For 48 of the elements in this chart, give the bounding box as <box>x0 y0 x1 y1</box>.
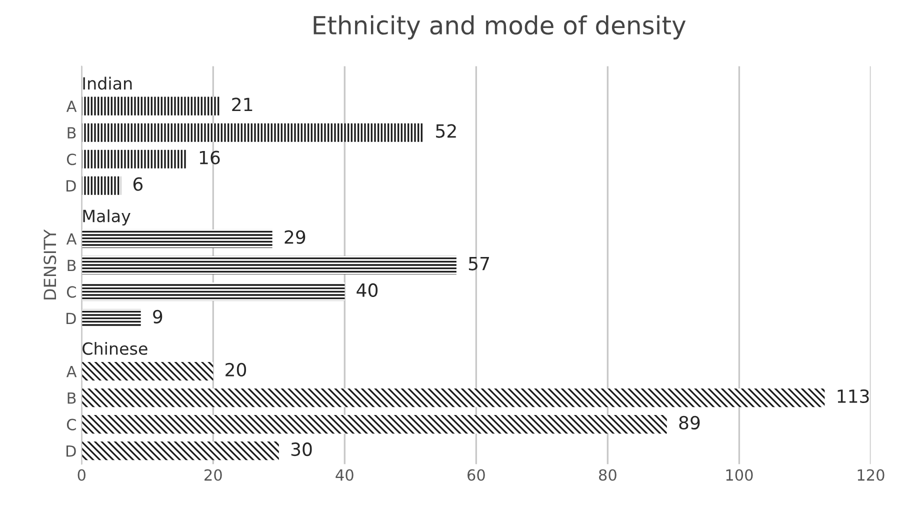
x-tick-label: 0 <box>78 469 86 481</box>
data-label: 89 <box>679 416 700 430</box>
x-tick-label: 40 <box>336 469 354 481</box>
x-tick-label: 20 <box>204 469 222 481</box>
data-label: 6 <box>133 177 143 191</box>
data-label: 30 <box>291 442 312 456</box>
series-label: Indian <box>83 76 132 90</box>
data-label: 52 <box>436 124 456 138</box>
data-label: 16 <box>200 150 220 164</box>
x-tick-label: 120 <box>858 469 884 481</box>
series-label: Malay <box>83 209 130 226</box>
y-tick-label: A <box>66 233 77 244</box>
bar <box>82 150 187 168</box>
bar <box>82 229 272 248</box>
bar <box>82 442 279 460</box>
data-label: 40 <box>356 283 378 297</box>
x-tick-label: 80 <box>599 469 616 481</box>
data-label: 21 <box>232 98 252 112</box>
y-tick-label: D <box>66 180 76 192</box>
y-tick-label: A <box>66 366 77 378</box>
y-tick-label: B <box>68 127 76 138</box>
y-tick-label: A <box>66 100 77 112</box>
bar <box>82 308 141 328</box>
bar <box>82 282 345 301</box>
chart-title: Ethnicity and mode of density <box>314 15 686 40</box>
bar <box>82 176 122 195</box>
data-label: 57 <box>468 257 489 270</box>
y-tick-label: D <box>66 312 76 324</box>
x-tick-label: 60 <box>468 469 485 481</box>
data-label: 20 <box>226 362 246 377</box>
data-label: 113 <box>838 389 869 404</box>
bar <box>82 96 220 116</box>
bar <box>82 123 424 142</box>
series-label: Chinese <box>82 342 148 355</box>
bar <box>82 256 456 274</box>
y-tick-label: D <box>66 446 76 457</box>
data-label: 29 <box>284 230 306 244</box>
bar <box>82 415 667 434</box>
y-tick-label: B <box>68 260 76 272</box>
y-tick-label: C <box>66 418 76 430</box>
x-tick-label: 100 <box>726 469 753 481</box>
y-tick-label: B <box>68 392 76 404</box>
y-tick-label: C <box>66 154 76 166</box>
y-tick-label: C <box>66 286 76 298</box>
y-axis-title: DENSITY <box>44 229 56 300</box>
data-label: 9 <box>153 310 162 324</box>
bar <box>82 388 825 408</box>
bar <box>82 362 214 381</box>
